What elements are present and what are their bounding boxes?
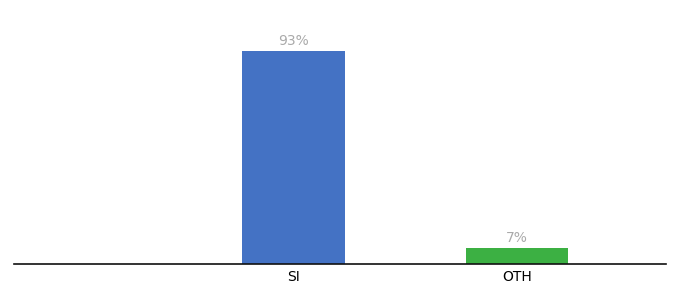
Text: 93%: 93% — [278, 34, 309, 48]
Bar — [242, 51, 345, 264]
Text: 7%: 7% — [506, 231, 528, 244]
Bar — [466, 248, 568, 264]
